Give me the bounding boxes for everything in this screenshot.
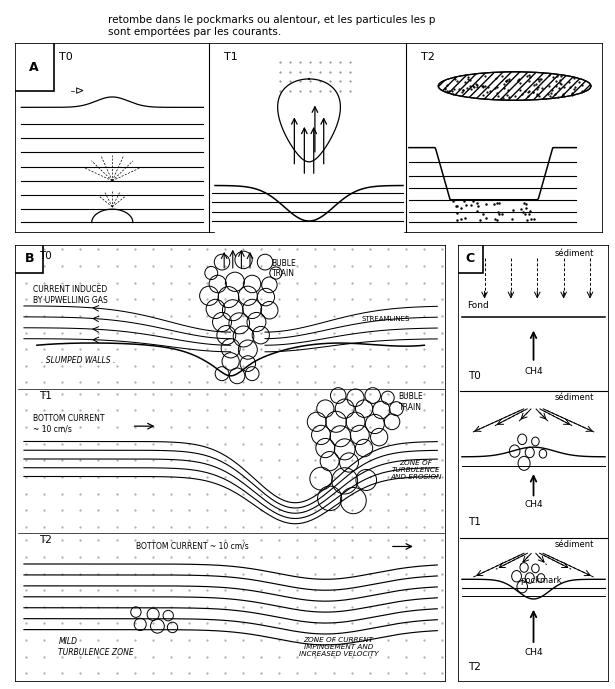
Text: MILD
TURBULENCE ZONE: MILD TURBULENCE ZONE (58, 637, 134, 657)
Text: sédiment: sédiment (554, 249, 594, 258)
Text: ⊳: ⊳ (75, 85, 85, 96)
Text: sédiment: sédiment (554, 539, 594, 549)
Text: A: A (30, 61, 39, 74)
Text: pockmark: pockmark (520, 576, 562, 585)
Text: sédiment: sédiment (554, 393, 594, 402)
Text: T2: T2 (421, 52, 435, 62)
Text: retombe dans le pockmarks ou alentour, et les particules les p: retombe dans le pockmarks ou alentour, e… (108, 15, 435, 25)
Bar (458, 245, 483, 273)
Text: BOTTOM CURRENT
~ 10 cm/s: BOTTOM CURRENT ~ 10 cm/s (33, 414, 104, 433)
Text: T1: T1 (224, 52, 237, 62)
Text: sont emportées par les courants.: sont emportées par les courants. (108, 26, 281, 37)
Text: STREAMLINES: STREAMLINES (362, 316, 410, 322)
Text: ZONE OF CURRENT
IMPINGEMENT AND
INCREASED VELOCITY: ZONE OF CURRENT IMPINGEMENT AND INCREASE… (298, 637, 378, 657)
Text: T1: T1 (467, 517, 480, 527)
Text: T2: T2 (467, 662, 480, 672)
Text: T0: T0 (60, 52, 73, 62)
Text: T2: T2 (39, 535, 52, 545)
Text: BUBLE
TRAIN: BUBLE TRAIN (399, 393, 423, 412)
Text: T1: T1 (39, 391, 52, 400)
Text: T0: T0 (39, 251, 52, 260)
Text: BOTTOM CURRENT ~ 10 cm/s: BOTTOM CURRENT ~ 10 cm/s (136, 542, 248, 551)
Text: CH4: CH4 (524, 500, 543, 509)
Text: BUBLE
TRAIN: BUBLE TRAIN (272, 259, 296, 278)
Bar (15, 43, 54, 91)
Text: T0: T0 (467, 371, 480, 381)
Text: CH4: CH4 (524, 648, 543, 657)
Bar (15, 245, 43, 273)
Text: Fond: Fond (467, 301, 490, 310)
Text: CURRENT INDUCED
BY UPWELLING GAS: CURRENT INDUCED BY UPWELLING GAS (33, 285, 108, 305)
Text: B: B (25, 252, 34, 265)
Text: . SLUMPED WALLS .: . SLUMPED WALLS . (41, 356, 116, 365)
Text: CH4: CH4 (524, 367, 543, 376)
Ellipse shape (438, 72, 591, 101)
Text: C: C (466, 252, 475, 265)
Text: ZONE OF
TURBULENCE
AND EROSION: ZONE OF TURBULENCE AND EROSION (390, 460, 442, 480)
